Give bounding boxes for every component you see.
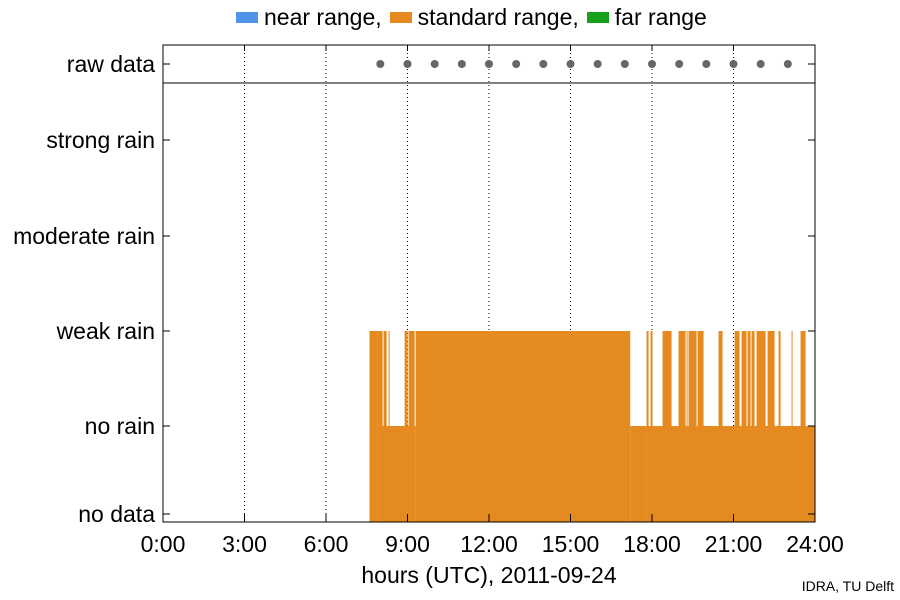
legend-item-far-range: far range (586, 4, 707, 31)
standard-range-bar (741, 331, 747, 426)
standard-range-bar (369, 331, 378, 522)
standard-range-bar (686, 331, 688, 426)
standard-range-bar (377, 426, 416, 522)
y-tick-label: no data (78, 501, 155, 527)
y-tick-label: no rain (85, 413, 155, 439)
standard-range-bar (751, 331, 755, 426)
x-axis-label: hours (UTC), 2011-09-24 (361, 562, 616, 588)
standard-range-bar (650, 331, 653, 426)
legend: near range, standard range, far range (236, 4, 715, 31)
raw-data-dot (702, 60, 711, 68)
standard-range-bar (756, 331, 766, 426)
raw-data-dot (566, 60, 575, 68)
standard-range-bar (404, 331, 408, 426)
raw-data-dots (376, 60, 792, 68)
standard-range-bar (388, 331, 390, 426)
x-tick-label: 6:00 (304, 531, 349, 557)
standard-range-bar (630, 426, 647, 522)
standard-range-bar (383, 331, 387, 426)
raw-data-dot (729, 60, 738, 68)
raw-data-dot (512, 60, 521, 68)
raw-data-dot (376, 60, 385, 68)
standard-range-bar (678, 331, 686, 426)
standard-range-bar (718, 331, 723, 426)
raw-data-dot (593, 60, 602, 68)
x-tick-label: 18:00 (623, 531, 681, 557)
raw-data-dot (756, 60, 765, 68)
standard-range-bar (408, 331, 415, 426)
rain-bars (369, 331, 815, 522)
x-tick-label: 15:00 (542, 531, 600, 557)
legend-label-near-range: near range, (264, 4, 382, 30)
x-tick-label: 24:00 (786, 531, 844, 557)
axis-ticks (162, 45, 816, 522)
far-range-swatch (586, 12, 609, 23)
raw-data-dot (648, 60, 656, 68)
standard-range-bar (646, 426, 815, 522)
x-tick-labels: 0:00 3:00 6:00 9:00 12:00 15:00 18:00 21:00 24:0… (141, 531, 844, 557)
legend-label-far-range: far range (614, 4, 707, 30)
x-tick-label: 12:00 (460, 531, 518, 557)
legend-label-standard-range: standard range, (417, 4, 579, 30)
standard-range-bar (734, 331, 740, 426)
raw-data-dot (430, 60, 439, 68)
standard-range-bar (791, 331, 793, 426)
y-tick-label: moderate rain (13, 223, 155, 249)
legend-item-near-range: near range, (236, 4, 382, 31)
raw-data-dot (457, 60, 466, 68)
x-tick-label: 9:00 (385, 531, 430, 557)
standard-range-bar (415, 331, 631, 522)
standard-range-bar (778, 331, 781, 426)
raw-data-dot (783, 60, 792, 68)
y-tick-label: strong rain (46, 127, 155, 153)
standard-range-bar (800, 331, 806, 426)
x-tick-label: 3:00 (222, 531, 267, 557)
legend-item-standard-range: standard range, (389, 4, 579, 31)
raw-data-dot (403, 60, 412, 68)
raw-data-dot (675, 60, 684, 68)
y-tick-label: raw data (67, 51, 155, 77)
standard-range-swatch (389, 12, 412, 23)
standard-range-bar (747, 331, 751, 426)
credit-text: IDRA, TU Delft (801, 578, 894, 594)
raw-data-dot (620, 60, 629, 68)
standard-range-bar (767, 331, 775, 426)
raw-data-dot (539, 60, 548, 68)
y-tick-labels: no data no rain weak rain moderate rain stro… (13, 51, 155, 527)
raw-data-dot (485, 60, 493, 68)
near-range-swatch (236, 12, 258, 23)
standard-range-bar (646, 331, 649, 426)
y-tick-label: weak rain (56, 318, 155, 344)
standard-range-bar (662, 331, 672, 426)
x-tick-label: 0:00 (141, 531, 186, 557)
standard-range-bar (688, 331, 697, 426)
standard-range-bar (377, 331, 383, 426)
x-tick-label: 21:00 (705, 531, 763, 557)
standard-range-bar (697, 331, 704, 426)
